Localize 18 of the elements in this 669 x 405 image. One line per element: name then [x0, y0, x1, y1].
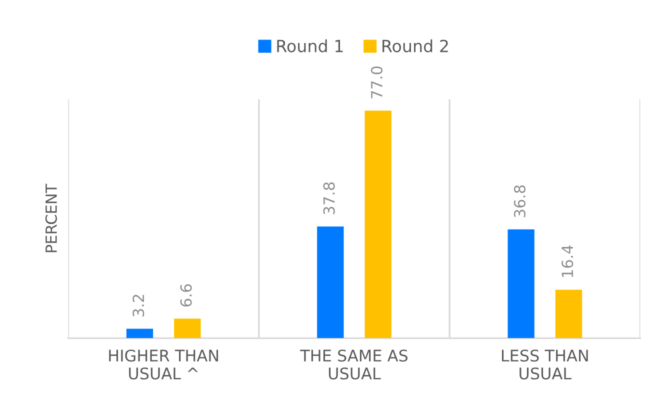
y-axis-title: PERCENT — [45, 184, 57, 252]
bar — [317, 226, 344, 338]
data-label: 36.8 — [514, 185, 526, 218]
data-label: 77.0 — [370, 66, 382, 98]
bar — [174, 318, 201, 338]
x-tick-label: THE SAME AS USUAL — [300, 350, 408, 380]
x-tick-label: HIGHER THAN USUAL ^ — [109, 350, 218, 380]
bar — [508, 229, 534, 338]
legend-label: Round 2 — [382, 39, 448, 52]
legend-label: Round 1 — [277, 39, 343, 52]
data-label: 6.6 — [180, 284, 192, 306]
data-label: 3.2 — [132, 294, 144, 316]
x-tick-label: LESS THAN USUAL — [502, 350, 588, 380]
data-label: 37.8 — [323, 182, 335, 214]
data-label: 16.4 — [562, 245, 574, 277]
bar — [555, 290, 582, 338]
bar — [364, 110, 392, 338]
bar — [126, 328, 154, 338]
